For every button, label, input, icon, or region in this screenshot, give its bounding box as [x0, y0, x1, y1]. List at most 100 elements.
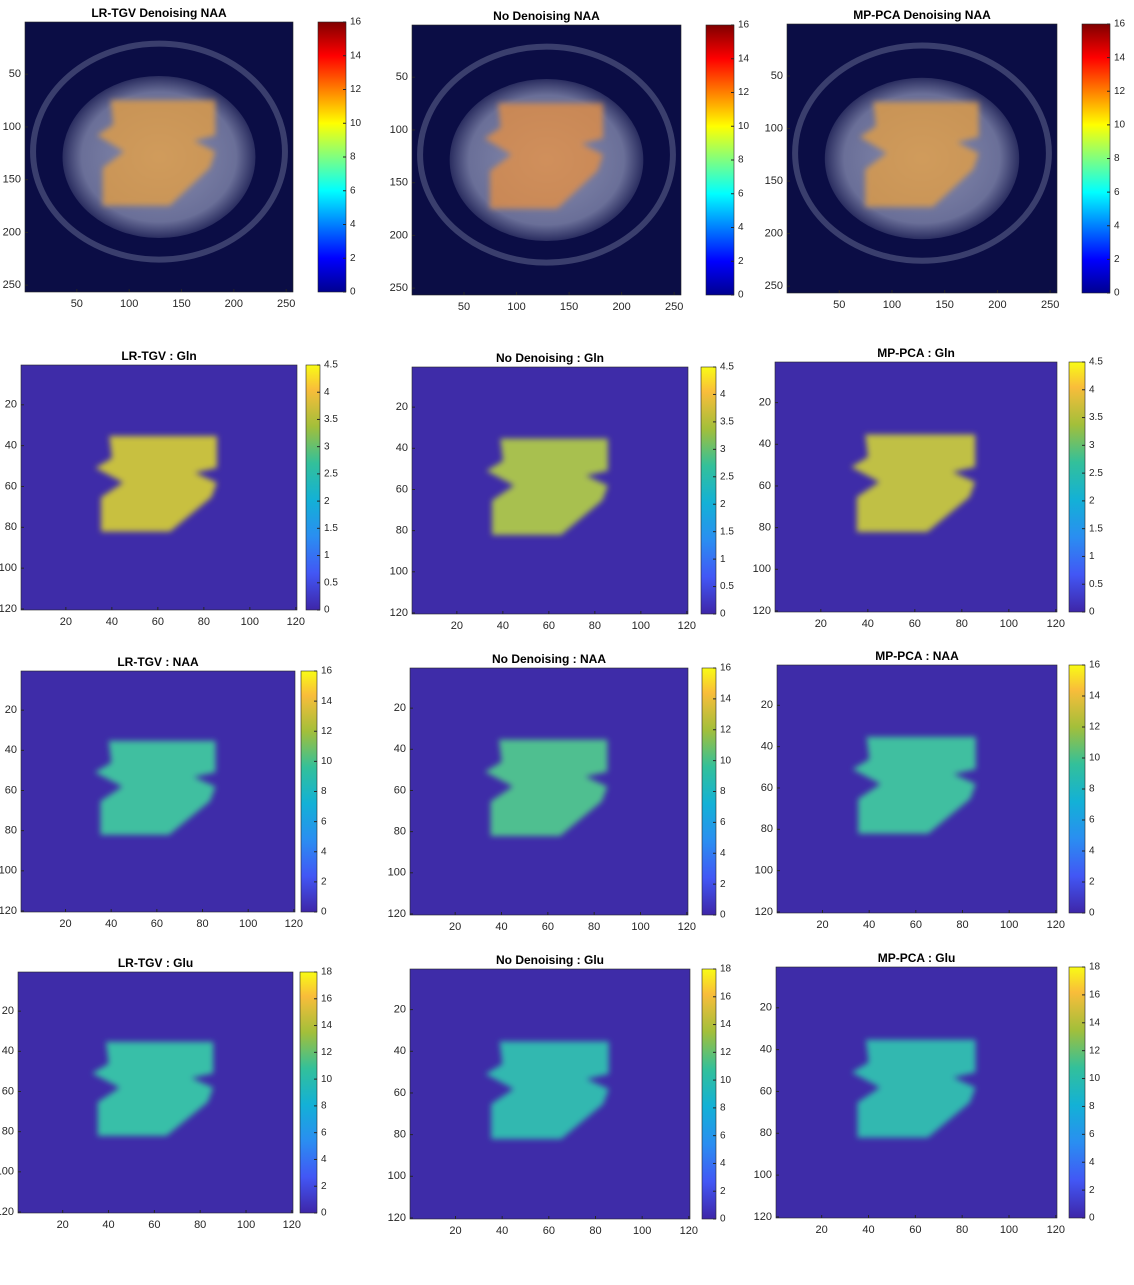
image	[776, 967, 1057, 1218]
axes-box	[20, 364, 298, 611]
colorbar-tick-label: 3.5	[324, 414, 338, 425]
panel-title: MP-PCA : Gln	[877, 346, 955, 360]
colorbar-tick-label: 2	[1114, 254, 1120, 265]
colorbar-tick-label: 10	[1089, 1073, 1101, 1084]
x-tick-label: 20	[816, 1224, 828, 1236]
anatomy-edge	[417, 43, 676, 266]
colorbar-tick-label: 6	[720, 1130, 726, 1141]
x-tick-label: 250	[277, 298, 295, 310]
colorbar-tick-label: 14	[1114, 52, 1126, 63]
y-tick-label: 80	[2, 1126, 14, 1138]
x-tick-label: 20	[815, 618, 827, 630]
y-tick-label: 100	[390, 566, 408, 578]
panel-title: No Denoising : Gln	[496, 351, 604, 365]
colorbar-tick-label: 2	[1089, 1185, 1095, 1196]
x-tick-label: 100	[120, 298, 138, 310]
axes-box	[17, 971, 294, 1214]
y-tick-label: 250	[765, 280, 783, 292]
y-tick-label: 40	[394, 743, 406, 755]
colorbar-tick-label: 14	[1089, 1017, 1101, 1028]
image	[777, 665, 1057, 913]
y-tick-label: 40	[760, 1044, 772, 1056]
y-tick-label: 20	[394, 702, 406, 714]
region	[484, 103, 603, 209]
colorbar-tick-label: 4	[350, 219, 356, 230]
colorbar-tick-label: 3	[324, 441, 330, 452]
colorbar-tick-label: 6	[1089, 1129, 1095, 1140]
x-tick-label: 120	[285, 918, 303, 930]
y-tick-label: 40	[5, 744, 17, 756]
colorbar-tick-label: 8	[321, 1101, 327, 1112]
x-tick-label: 100	[631, 921, 649, 933]
colorbar-tick-label: 16	[321, 666, 333, 677]
colorbar-tick-label: 0	[738, 290, 744, 301]
x-tick-label: 100	[507, 301, 525, 313]
colorbar-tick-label: 16	[321, 993, 333, 1004]
colorbar-tick-label: 18	[321, 967, 333, 978]
x-tick-label: 100	[237, 1219, 255, 1231]
x-tick-label: 120	[283, 1219, 301, 1231]
y-tick-label: 100	[388, 1170, 406, 1182]
colorbar-tick-label: 3.5	[720, 417, 734, 428]
x-tick-label: 20	[816, 919, 828, 931]
y-tick-label: 20	[5, 399, 17, 411]
y-tick-label: 20	[760, 1002, 772, 1014]
colorbar-tick-label: 8	[1114, 153, 1120, 164]
colorbar-tick-label: 4.5	[1089, 357, 1103, 368]
colorbar-tick-label: 0	[324, 605, 330, 616]
y-tick-label: 100	[0, 865, 17, 877]
x-tick-label: 40	[106, 616, 118, 628]
x-tick-label: 20	[59, 918, 71, 930]
colorbar-tick-label: 10	[321, 756, 333, 767]
colorbar-tick-label: 1	[324, 550, 330, 561]
y-tick-label: 200	[390, 229, 408, 241]
axes-box	[774, 361, 1058, 613]
panel-title: MP-PCA : NAA	[875, 649, 959, 663]
axes-box	[24, 21, 294, 293]
colorbar-tick-label: 0.5	[324, 577, 338, 588]
x-tick-label: 100	[241, 616, 259, 628]
colorbar-tick-label: 4	[1089, 846, 1095, 857]
x-tick-label: 20	[451, 620, 463, 632]
axes-box	[411, 24, 682, 296]
axes-box	[775, 966, 1058, 1219]
colorbar-tick-label: 18	[1089, 962, 1101, 973]
region	[97, 100, 216, 206]
colorbar-tick-label: 10	[350, 118, 362, 129]
y-tick-label: 40	[5, 440, 17, 452]
x-tick-label: 80	[196, 918, 208, 930]
colorbar-tick-label: 3	[1089, 440, 1095, 451]
x-tick-label: 150	[560, 301, 578, 313]
colorbar-tick-label: 14	[738, 53, 750, 64]
region	[94, 740, 216, 835]
y-tick-label: 60	[760, 1085, 772, 1097]
y-tick-label: 40	[2, 1045, 14, 1057]
y-tick-label: 80	[396, 525, 408, 537]
colorbar-tick-label: 8	[1089, 784, 1095, 795]
colorbar-tick-label: 10	[720, 1075, 732, 1086]
colorbar	[317, 21, 347, 293]
colorbar-tick-label: 14	[720, 1019, 732, 1030]
colorbar-tick-label: 16	[738, 20, 750, 31]
colorbar-tick-label: 1.5	[1089, 523, 1103, 534]
panel-title: No Denoising : NAA	[492, 652, 606, 666]
y-tick-label: 60	[761, 782, 773, 794]
y-tick-label: 50	[396, 71, 408, 83]
panel-title: No Denoising NAA	[493, 9, 600, 23]
colorbar-tick-label: 1	[720, 554, 726, 565]
y-tick-label: 250	[390, 282, 408, 294]
x-tick-label: 80	[956, 1224, 968, 1236]
colorbar-tick-label: 3	[720, 444, 726, 455]
colorbar-tick-label: 6	[720, 817, 726, 828]
colorbar-tick-label: 4	[720, 1158, 726, 1169]
colorbar-tick-label: 0	[720, 910, 726, 921]
x-tick-label: 150	[935, 299, 953, 311]
colorbar-tick-label: 4	[321, 1154, 327, 1165]
x-tick-label: 20	[449, 921, 461, 933]
colorbar-tick-label: 4	[321, 846, 327, 857]
colorbar-tick-label: 10	[321, 1074, 333, 1085]
colorbar-tick-label: 0	[720, 1214, 726, 1225]
panel-title: LR-TGV Denoising NAA	[91, 6, 227, 20]
y-tick-label: 20	[396, 401, 408, 413]
